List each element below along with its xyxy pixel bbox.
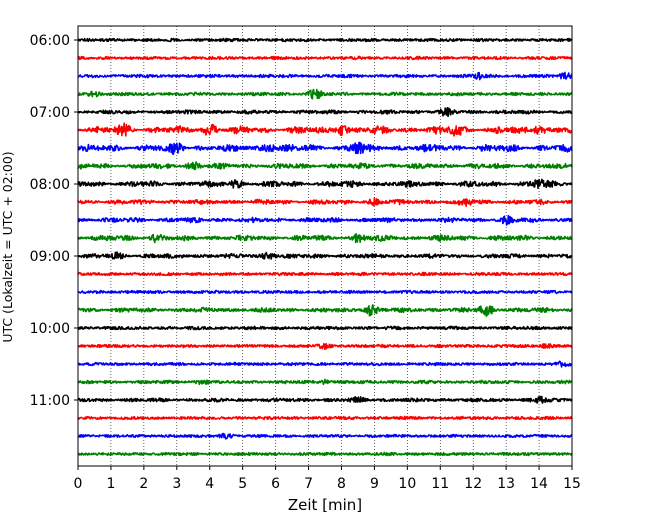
y-axis: 06:00 07:00 08:00 09:00 10:00 11:00 — [30, 33, 78, 409]
trace-0815 — [77, 197, 573, 208]
x-tick-label: 12 — [464, 476, 482, 492]
y-tick-label: 07:00 — [30, 105, 70, 121]
x-tick-label: 6 — [271, 476, 280, 492]
x-tick-label: 1 — [106, 476, 115, 492]
trace-1130 — [77, 432, 573, 440]
x-tick-label: 15 — [563, 476, 581, 492]
trace-0645 — [77, 88, 573, 100]
x-tick-label: 0 — [74, 476, 83, 492]
trace-0630 — [77, 71, 573, 81]
y-tick-label: 08:00 — [30, 177, 70, 193]
trace-0700 — [77, 107, 573, 118]
x-tick-label: 13 — [497, 476, 515, 492]
x-axis-label: Zeit [min] — [288, 496, 362, 514]
x-tick-label: 8 — [337, 476, 346, 492]
trace-1015 — [77, 342, 573, 351]
x-tick-label: 5 — [238, 476, 247, 492]
trace-0715 — [77, 122, 573, 137]
x-tick-label: 11 — [431, 476, 449, 492]
trace-0615 — [77, 55, 573, 61]
trace-1115 — [77, 415, 573, 421]
trace-0945 — [77, 304, 573, 318]
trace-0600 — [77, 37, 573, 43]
trace-0900 — [77, 251, 573, 260]
trace-0745 — [77, 161, 573, 171]
x-axis: 0 1 2 3 4 5 6 7 8 9 10 11 12 13 14 15 — [74, 466, 581, 492]
x-grid — [110, 26, 540, 466]
trace-0830 — [77, 214, 573, 226]
y-tick-label: 10:00 — [30, 321, 70, 337]
x-tick-label: 3 — [172, 476, 181, 492]
traces — [77, 37, 573, 457]
trace-1145 — [77, 451, 573, 457]
y-tick-label: 11:00 — [30, 393, 70, 409]
x-tick-label: 2 — [139, 476, 148, 492]
plot-frame — [77, 25, 573, 467]
x-tick-label: 4 — [205, 476, 214, 492]
y-axis-label: UTC (Lokalzeit = UTC + 02:00) — [0, 151, 15, 342]
trace-0915 — [77, 271, 573, 277]
trace-0930 — [77, 289, 573, 295]
trace-1045 — [77, 378, 573, 386]
trace-1030 — [77, 360, 573, 368]
trace-1100 — [77, 395, 573, 404]
x-tick-label: 9 — [370, 476, 379, 492]
x-tick-label: 7 — [304, 476, 313, 492]
x-tick-label: 10 — [398, 476, 416, 492]
trace-0800 — [77, 178, 573, 189]
trace-0730 — [77, 141, 573, 156]
trace-0845 — [77, 233, 573, 244]
trace-1000 — [77, 325, 573, 331]
y-tick-label: 09:00 — [30, 249, 70, 265]
y-tick-label: 06:00 — [30, 33, 70, 49]
x-tick-label: 14 — [530, 476, 548, 492]
